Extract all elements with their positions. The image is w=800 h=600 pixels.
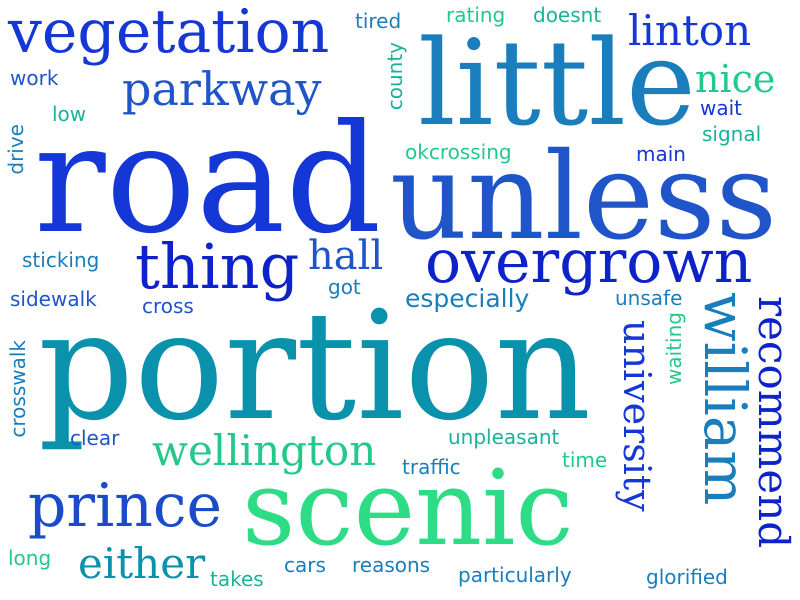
word-vegetation: vegetation xyxy=(8,0,330,67)
word-cross: cross xyxy=(142,294,194,318)
word-okcrossing: okcrossing xyxy=(405,140,512,164)
word-tired: tired xyxy=(355,9,402,33)
word-particularly: particularly xyxy=(458,563,572,587)
word-road: road xyxy=(34,93,382,267)
word-little: little xyxy=(418,14,696,152)
word-especially: especially xyxy=(405,284,530,313)
word-prince: prince xyxy=(28,471,223,541)
word-got: got xyxy=(328,275,361,299)
word-glorified: glorified xyxy=(646,565,728,589)
word-cars: cars xyxy=(284,553,326,577)
word-scenic: scenic xyxy=(242,447,574,569)
word-unpleasant: unpleasant xyxy=(448,425,560,449)
word-wait: wait xyxy=(700,96,743,120)
word-rating: rating xyxy=(446,3,506,27)
word-wellington: wellington xyxy=(152,426,377,475)
word-county: county xyxy=(383,42,407,111)
word-university: university xyxy=(615,320,659,512)
word-traffic: traffic xyxy=(402,455,461,479)
word-sidewalk: sidewalk xyxy=(10,287,97,311)
word-overgrown: overgrown xyxy=(425,227,753,297)
word-parkway: parkway xyxy=(122,62,322,116)
word-recommend: recommend xyxy=(749,296,798,549)
word-time: time xyxy=(562,448,608,472)
word-drive: drive xyxy=(4,124,28,175)
word-linton: linton xyxy=(628,6,752,55)
word-unless: unless xyxy=(390,128,778,267)
word-crosswalk: crosswalk xyxy=(6,340,30,438)
word-thing: thing xyxy=(135,230,300,303)
word-waiting: waiting xyxy=(662,312,686,385)
word-sticking: sticking xyxy=(22,248,100,272)
word-clear: clear xyxy=(70,426,120,450)
word-nice: nice xyxy=(695,57,776,101)
word-low: low xyxy=(52,102,87,126)
word-hall: hall xyxy=(308,233,384,279)
word-doesnt: doesnt xyxy=(533,3,602,27)
word-portion: portion xyxy=(38,280,592,454)
word-long: long xyxy=(8,546,52,570)
word-reasons: reasons xyxy=(352,553,431,577)
word-either: either xyxy=(78,539,206,588)
word-signal: signal xyxy=(702,122,762,146)
word-work: work xyxy=(10,66,59,90)
word-william: william xyxy=(691,292,759,506)
word-main: main xyxy=(636,142,686,166)
word-unsafe: unsafe xyxy=(615,286,683,310)
word-takes: takes xyxy=(210,567,264,591)
